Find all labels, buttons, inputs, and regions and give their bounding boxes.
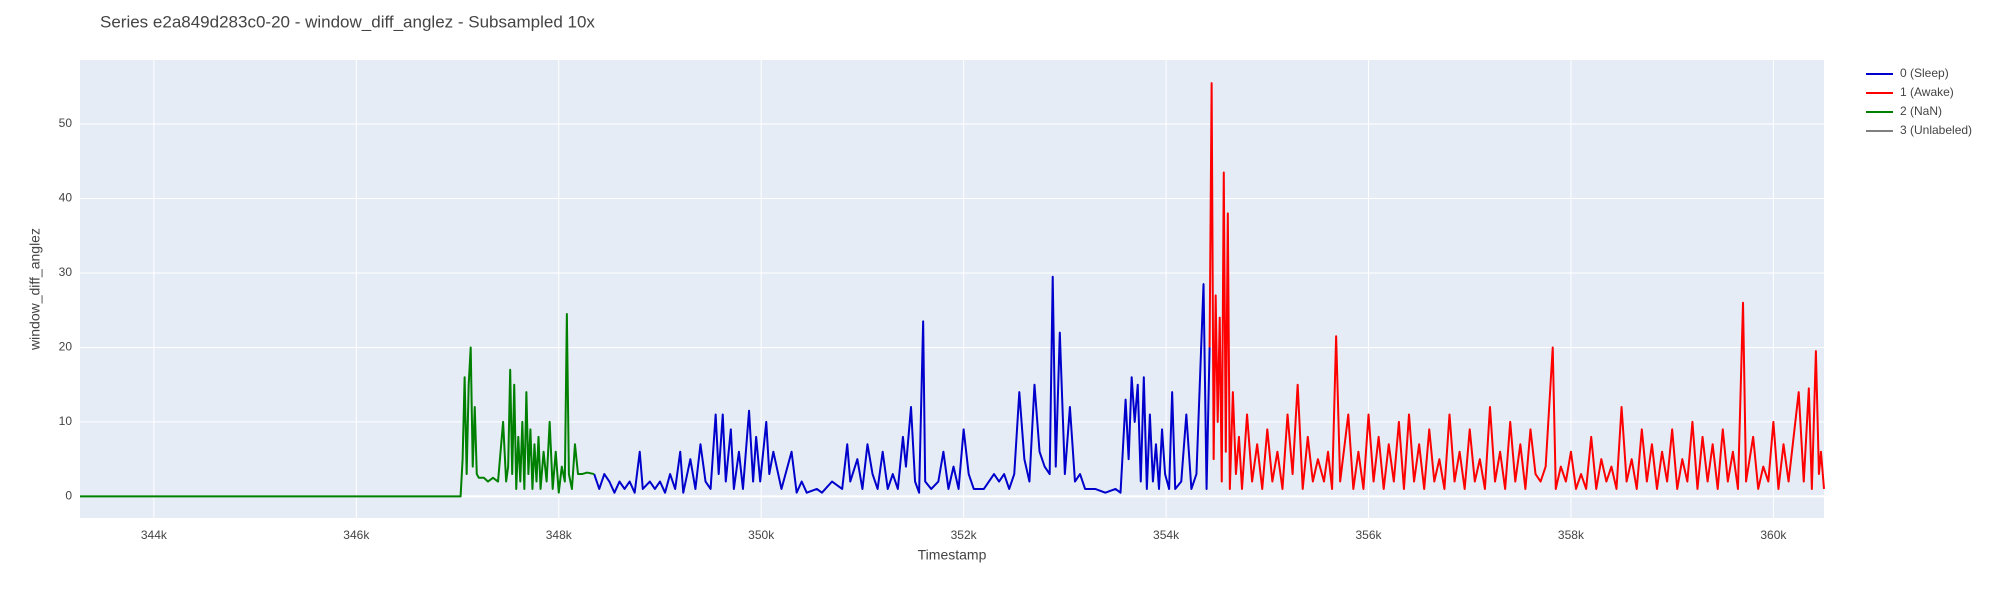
x-tick-label: 354k <box>1153 528 1180 542</box>
legend-label: 1 (Awake) <box>1900 85 1954 99</box>
x-tick-label: 348k <box>546 528 573 542</box>
x-tick-label: 350k <box>748 528 775 542</box>
y-tick-label: 50 <box>59 116 73 130</box>
chart-title: Series e2a849d283c0-20 - window_diff_ang… <box>100 12 595 31</box>
y-tick-label: 10 <box>59 414 73 428</box>
x-axis-title: Timestamp <box>918 547 987 563</box>
y-tick-label: 20 <box>59 340 73 354</box>
plot-area <box>80 60 1824 518</box>
lines <box>80 82 1825 498</box>
x-tick-label: 356k <box>1355 528 1382 542</box>
legend-label: 3 (Unlabeled) <box>1900 123 1972 137</box>
x-tick-label: 346k <box>343 528 370 542</box>
series-line <box>593 275 1211 494</box>
y-tick-label: 30 <box>59 265 73 279</box>
x-tick-label: 360k <box>1760 528 1787 542</box>
x-tick-label: 344k <box>141 528 168 542</box>
x-tick-label: 352k <box>951 528 978 542</box>
y-axis-title: window_diff_anglez <box>27 228 43 351</box>
series-line <box>1208 82 1825 490</box>
y-tick-label: 40 <box>59 191 73 205</box>
legend-label: 2 (NaN) <box>1900 104 1942 118</box>
legend-label: 0 (Sleep) <box>1900 66 1949 80</box>
x-tick-label: 358k <box>1558 528 1585 542</box>
grid <box>80 60 1824 518</box>
series-line <box>80 312 595 498</box>
y-tick-label: 0 <box>65 489 72 503</box>
legend: 0 (Sleep) 1 (Awake) 2 (NaN) 3 (Unlabeled) <box>1866 66 1972 137</box>
